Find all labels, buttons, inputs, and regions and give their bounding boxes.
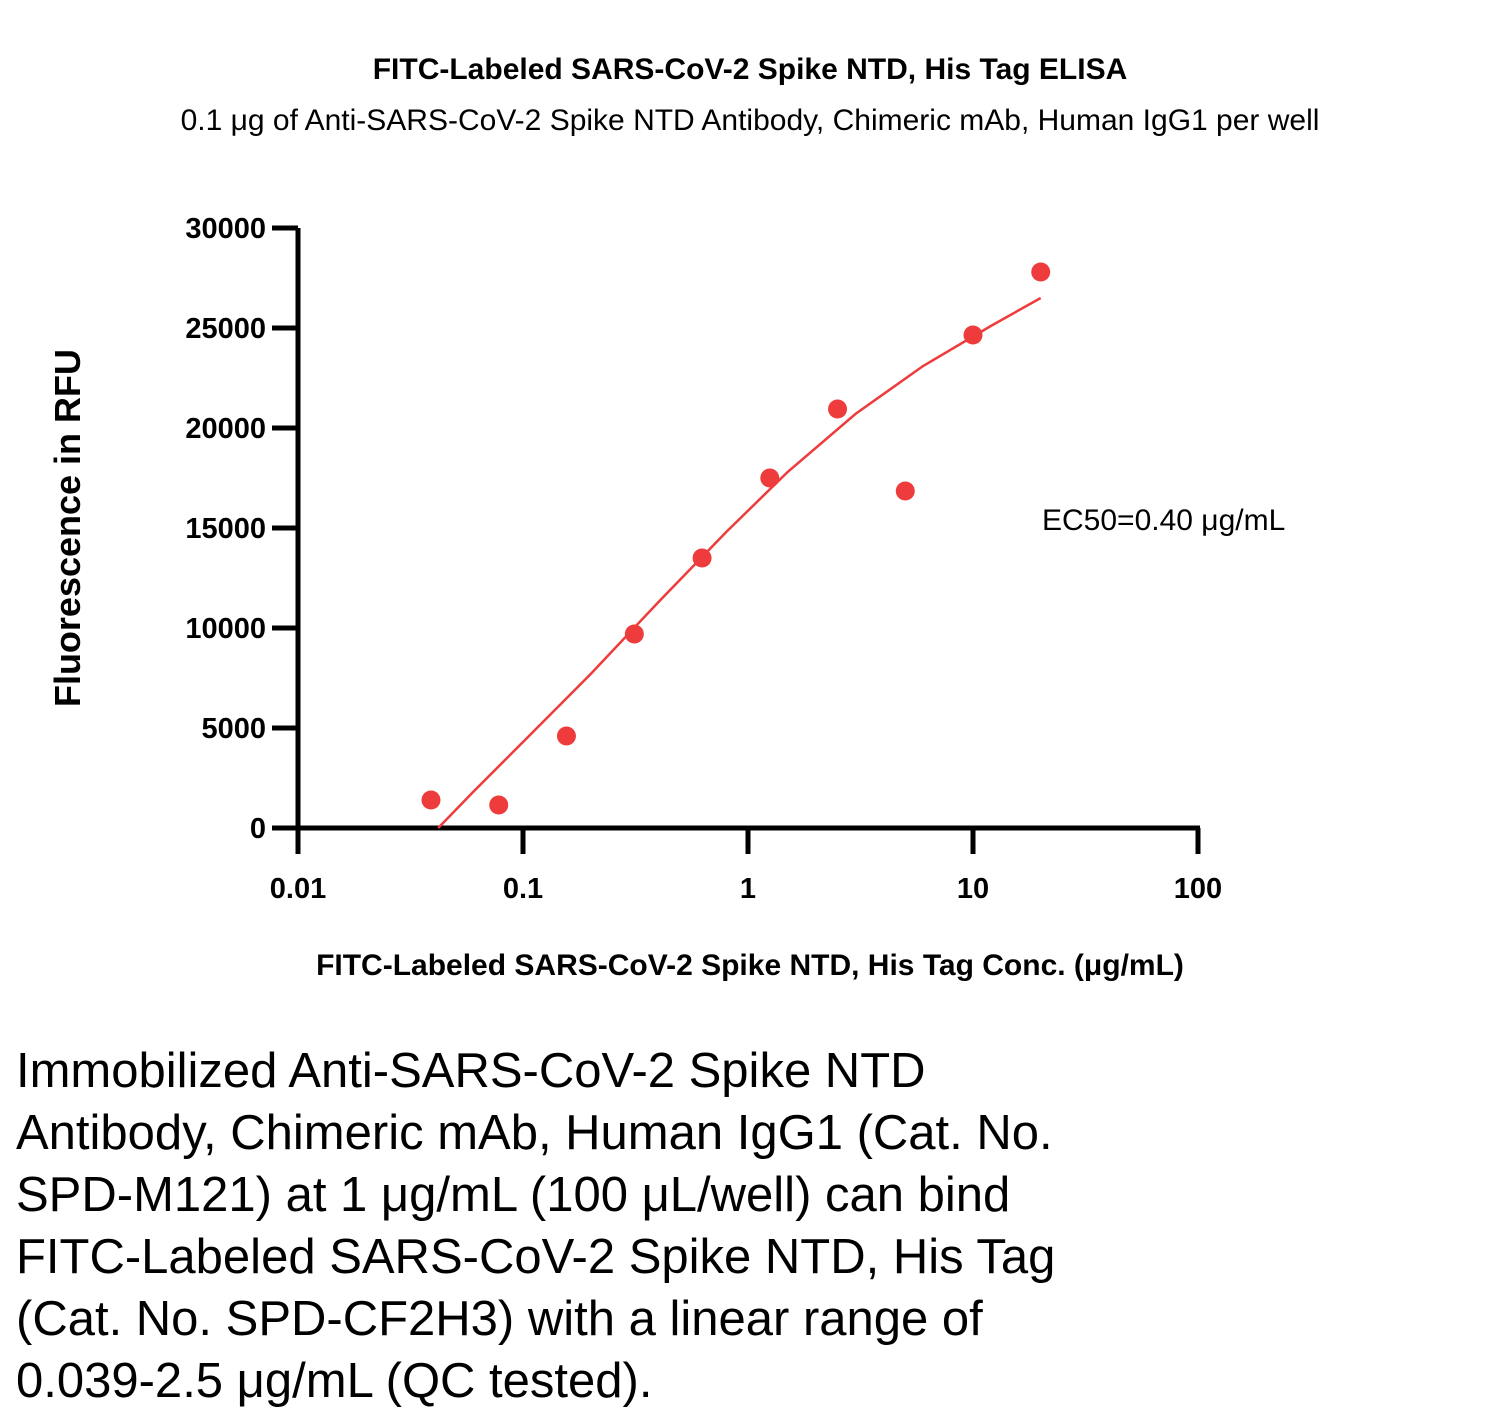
caption-line: (Cat. No. SPD-CF2H3) with a linear range… [16, 1292, 983, 1346]
caption: Immobilized Anti-SARS-CoV-2 Spike NTD An… [16, 1040, 1476, 1412]
caption-line: 0.039-2.5 μg/mL (QC tested). [16, 1354, 653, 1408]
x-tick-label: 100 [1174, 873, 1222, 905]
chart-subtitle: 0.1 μg of Anti-SARS-CoV-2 Spike NTD Anti… [181, 104, 1320, 137]
chart-title: FITC-Labeled SARS-CoV-2 Spike NTD, His T… [373, 53, 1128, 86]
data-point [760, 468, 780, 488]
caption-line: SPD-M121) at 1 μg/mL (100 μL/well) can b… [16, 1168, 1011, 1222]
y-tick-label: 30000 [185, 213, 266, 245]
data-point [692, 548, 712, 568]
fit-curve [437, 296, 1042, 829]
elisa-chart: FITC-Labeled SARS-CoV-2 Spike NTD, His T… [47, 53, 1320, 982]
caption-line: FITC-Labeled SARS-CoV-2 Spike NTD, His T… [16, 1230, 1056, 1284]
data-point [624, 624, 644, 644]
data-point [421, 790, 441, 810]
data-point [895, 481, 915, 501]
y-axis-label: Fluorescence in RFU [47, 349, 88, 707]
x-tick-label: 10 [957, 873, 989, 905]
data-points [421, 262, 1051, 815]
y-tick-label: 10000 [185, 613, 266, 645]
y-tick-label: 25000 [185, 313, 266, 345]
y-tick-label: 0 [250, 813, 266, 845]
x-axis-label: FITC-Labeled SARS-CoV-2 Spike NTD, His T… [316, 949, 1184, 982]
y-tick-label: 5000 [201, 713, 266, 745]
data-point [828, 399, 848, 419]
data-point [1031, 262, 1051, 282]
y-tick-label: 20000 [185, 413, 266, 445]
ec50-annotation: EC50=0.40 μg/mL [1042, 504, 1285, 537]
x-tick-label: 0.1 [503, 873, 543, 905]
data-point [556, 726, 576, 746]
data-point [963, 325, 983, 345]
ticks: 0 5000 10000 15000 20000 25000 30000 0.01 0.1 1 10… [185, 213, 1222, 905]
x-tick-label: 1 [740, 873, 756, 905]
fit-curve-group [437, 296, 1042, 829]
caption-line: Antibody, Chimeric mAb, Human IgG1 (Cat.… [16, 1106, 1053, 1160]
y-tick-label: 15000 [185, 513, 266, 545]
x-tick-label: 0.01 [270, 873, 326, 905]
caption-line: Immobilized Anti-SARS-CoV-2 Spike NTD [16, 1044, 926, 1098]
data-point [489, 795, 509, 815]
